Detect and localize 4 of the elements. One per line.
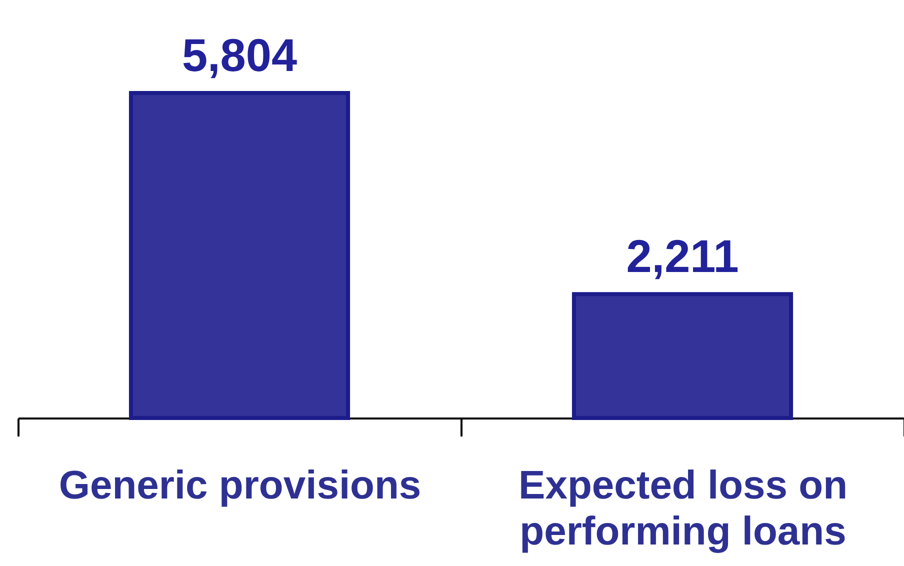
data-label: 2,211 xyxy=(626,230,739,282)
data-label: 5,804 xyxy=(182,28,298,81)
x-tick-label: Generic provisions xyxy=(58,464,422,508)
x-tick-label: Expected loss on performing loans xyxy=(518,464,848,554)
